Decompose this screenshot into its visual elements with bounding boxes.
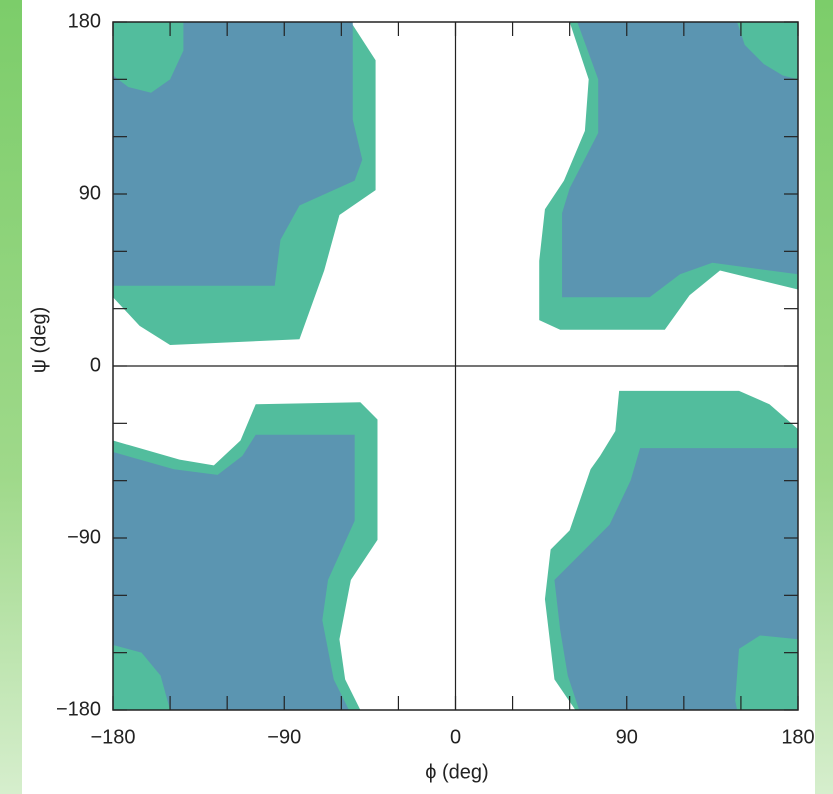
x-tick-label: 180 bbox=[781, 726, 814, 748]
region bbox=[113, 645, 171, 710]
region bbox=[554, 448, 798, 710]
x-tick-label: 90 bbox=[616, 726, 638, 748]
region bbox=[113, 434, 355, 710]
region bbox=[113, 22, 184, 93]
x-axis-label: ϕ (deg) bbox=[425, 761, 488, 783]
y-tick-label: 90 bbox=[79, 182, 101, 204]
y-axis-label: ψ (deg) bbox=[28, 307, 50, 374]
y-tick-label: −180 bbox=[56, 698, 101, 720]
region bbox=[113, 22, 363, 286]
x-tick-label: 0 bbox=[450, 726, 461, 748]
plot-frame bbox=[112, 21, 799, 711]
y-tick-label: −90 bbox=[67, 526, 101, 548]
y-tick-label: 0 bbox=[90, 354, 101, 376]
x-tick-label: −90 bbox=[267, 726, 301, 748]
x-tick-label: −180 bbox=[90, 726, 135, 748]
y-tick-label: 180 bbox=[68, 10, 101, 32]
region bbox=[735, 635, 798, 710]
region bbox=[562, 22, 798, 298]
region bbox=[737, 22, 798, 80]
